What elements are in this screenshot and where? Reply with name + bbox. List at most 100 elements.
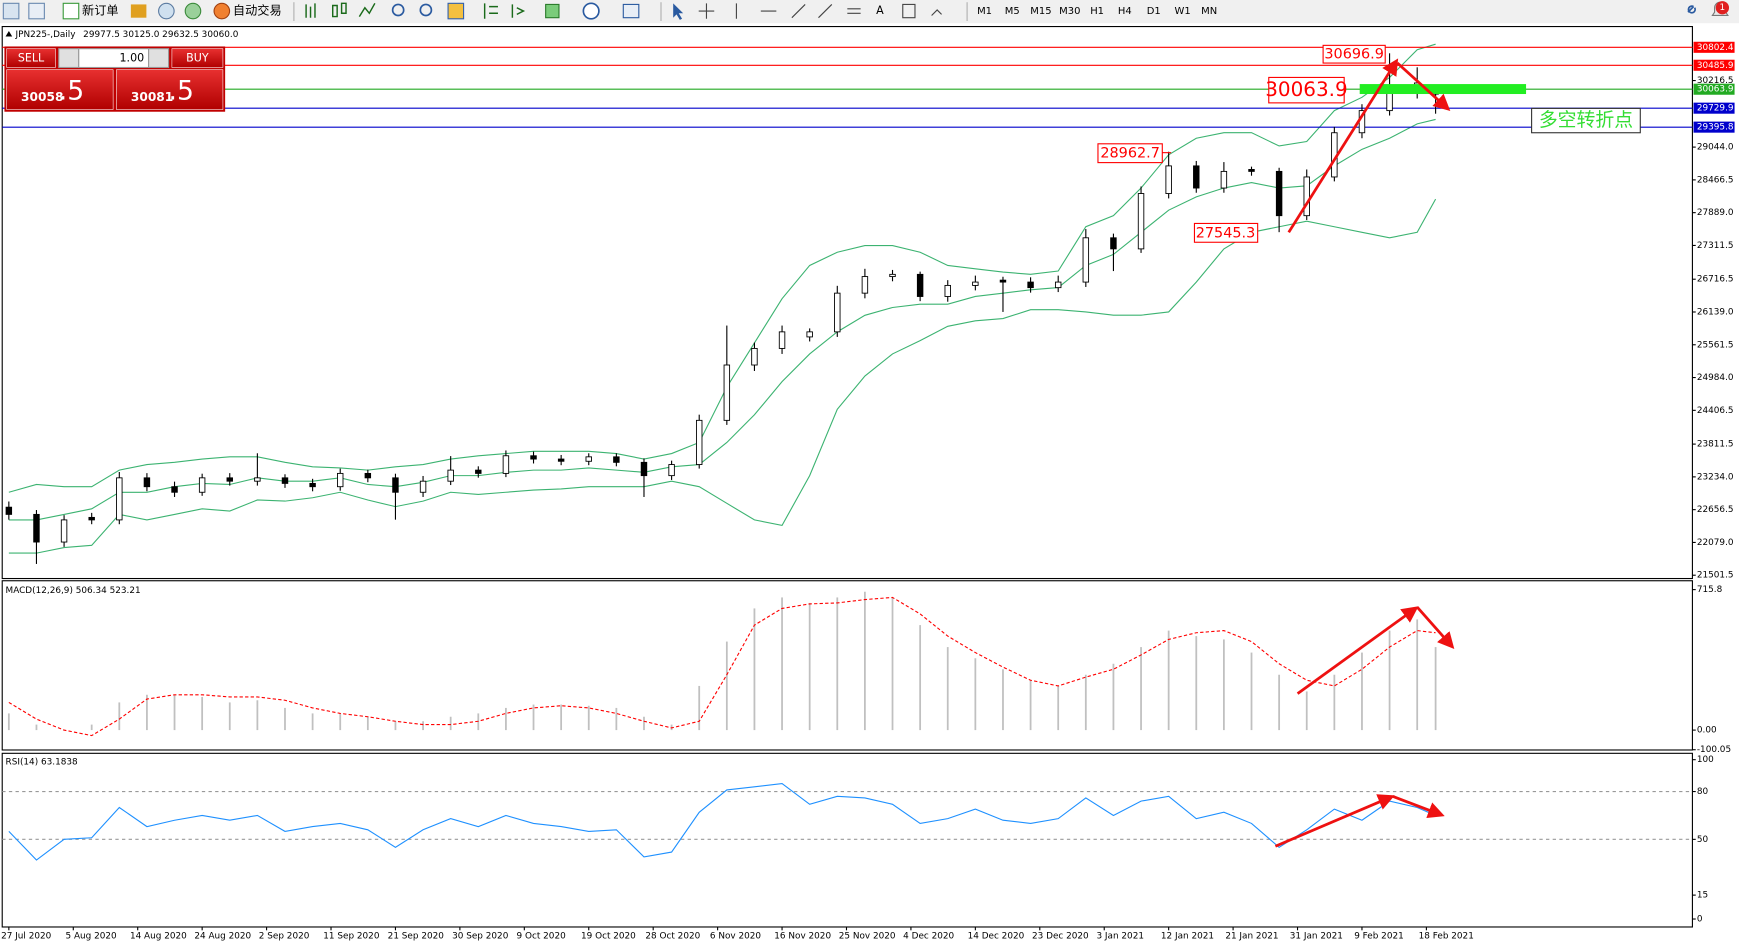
timeframe-button[interactable]: H4 [1118,6,1132,17]
macd-histogram-bar [974,658,977,731]
lots-up[interactable] [148,48,170,69]
tool-icon[interactable] [158,2,175,20]
lots-down[interactable] [58,48,80,69]
scroll-icon[interactable] [483,3,498,19]
candle-body [364,472,372,479]
candle-body [557,458,565,462]
x-tick-label: 3 Jan 2021 [1096,931,1144,941]
zoom-in-icon[interactable] [391,3,405,17]
y-tick-label: 50 [1697,835,1709,845]
tool-icon[interactable] [130,4,147,18]
buy-price-box[interactable] [116,69,224,110]
candle-body [1054,281,1062,289]
collapse-icon[interactable] [5,30,13,37]
tool-icon[interactable] [2,2,20,20]
candle-chart-icon[interactable] [331,2,347,18]
macd-panel-frame [1,580,1693,751]
candle-body [861,276,869,294]
candle-body [640,461,648,477]
macd-title: MACD(12,26,9) 506.34 523.21 [6,586,141,596]
y-tick-label: -100.05 [1697,745,1731,755]
candle-body [972,281,979,286]
buy-label[interactable]: BUY [186,52,209,65]
label-tool[interactable] [902,3,916,19]
macd-histogram-bar [1195,636,1198,731]
y-tick-label: 22079.0 [1697,538,1734,548]
arrows-tool[interactable] [931,9,942,16]
templates-icon[interactable] [622,3,640,19]
macd-histogram-bar [1002,669,1004,731]
timeframe-button[interactable]: D1 [1147,6,1161,17]
x-tick-label: 28 Oct 2020 [645,931,700,941]
sell-button[interactable] [6,48,56,68]
draw-tools[interactable] [735,3,861,19]
candle-body [1165,165,1172,194]
macd-histogram-bar [449,716,452,731]
timeframe-button[interactable]: MN [1201,6,1217,17]
zoom-out-icon[interactable] [419,3,433,17]
price-panel-frame [1,25,1693,580]
text-tool[interactable]: A [876,4,884,17]
x-tick-label: 12 Jan 2021 [1161,931,1214,941]
candle-body [1110,237,1117,250]
candle-body [419,480,427,493]
highlight-bar [1359,84,1527,95]
candle-body [613,456,620,463]
level-label: 30802.4 [1697,43,1734,53]
y-tick-label: 24406.5 [1697,406,1734,416]
timeframe-button[interactable]: M5 [1005,6,1020,17]
timeframe-button[interactable]: M30 [1059,6,1080,17]
new-order-icon[interactable] [62,2,80,20]
line-chart-icon[interactable] [358,2,376,17]
indicators-icon[interactable] [545,3,560,19]
tool-icon[interactable] [28,2,45,20]
cursor-icon[interactable] [673,3,684,20]
sell-price-box[interactable] [6,69,114,110]
y-tick-label: 15 [1697,891,1708,901]
auto-trading-button[interactable]: 自动交易 [233,3,282,18]
candle-body [668,464,675,477]
crosshair-icon[interactable] [698,3,715,19]
y-tick-label: 25561.5 [1697,340,1734,350]
macd-histogram-bar [725,641,728,731]
rsi-line [8,783,1436,861]
periods-icon[interactable] [582,2,600,20]
timeframe-button[interactable]: M15 [1030,6,1051,17]
x-tick-label: 4 Dec 2020 [903,931,954,941]
lots-value[interactable]: 1.00 [120,52,145,65]
bar-chart-icon[interactable] [305,3,316,18]
new-order-button[interactable]: 新订单 [82,3,119,18]
annotation: 28962.7 [1100,146,1160,162]
timeframe-button[interactable]: W1 [1174,6,1190,17]
macd-histogram-bar [1416,619,1419,731]
macd-histogram-bar [228,702,231,731]
tool-icon[interactable] [184,2,202,20]
search-icon[interactable] [1687,5,1696,14]
candle-body [1275,170,1283,217]
macd-histogram-bar [7,713,10,731]
buy-button[interactable] [171,48,224,68]
shift-icon[interactable] [511,4,526,18]
candle-body [447,469,454,482]
annotation: 30063.9 [1265,78,1347,101]
toolbar: 新订单 自动交易 A M1 M5 M15 M30 H1 H4 D1 W1 MN 1 [0,0,1739,24]
macd-histogram-bar [836,597,839,731]
macd-histogram-bar [919,625,922,731]
annotation-box [1268,76,1345,104]
rsi-title: RSI(14) 63.1838 [6,758,78,768]
macd-histogram-bar [560,704,563,731]
tile-icon[interactable] [447,2,465,20]
timeframe-button[interactable]: H1 [1090,6,1104,17]
candle-body [530,455,537,460]
y-tick-label: 80 [1697,787,1709,797]
macd-histogram-bar [394,721,397,731]
rsi-panel-frame [1,752,1693,928]
macd-histogram-bar [201,696,204,731]
annotation-box [1531,107,1641,134]
timeframe-button[interactable]: M1 [977,6,992,17]
sell-label[interactable]: SELL [18,52,45,65]
macd-histogram-bar [532,704,535,731]
x-tick-label: 24 Aug 2020 [194,931,251,941]
candle-body [392,477,399,493]
auto-trading-icon[interactable] [213,2,231,20]
